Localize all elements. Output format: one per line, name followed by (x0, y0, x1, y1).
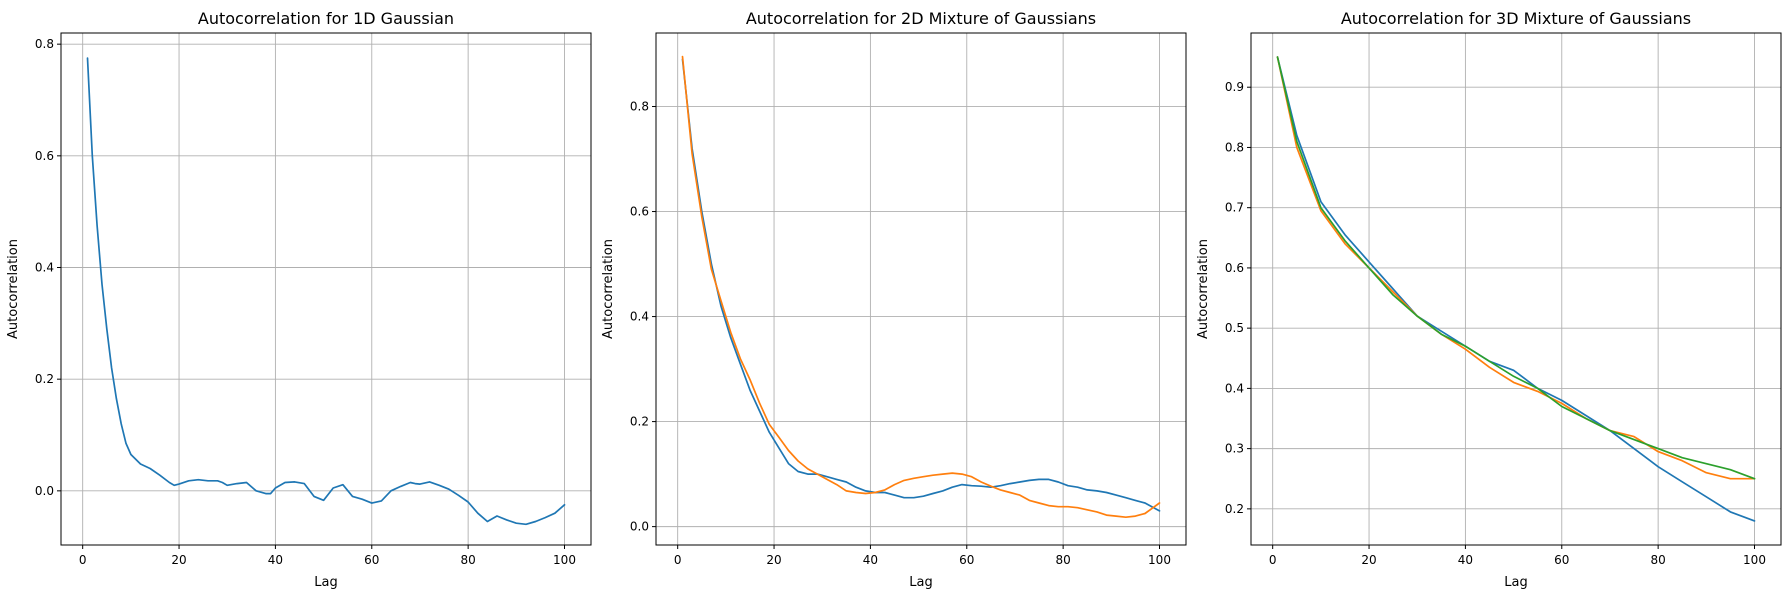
y-tick-label: 0.8 (35, 37, 54, 51)
y-tick-label: 0.8 (630, 100, 649, 114)
y-tick-label: 0.0 (35, 484, 54, 498)
chart-title: Autocorrelation for 1D Gaussian (198, 9, 454, 28)
x-tick-label: 20 (1361, 553, 1376, 567)
x-tick-label: 80 (460, 553, 475, 567)
x-tick-label: 40 (863, 553, 878, 567)
plot-area-frame (655, 32, 1187, 546)
chart-title: Autocorrelation for 2D Mixture of Gaussi… (746, 9, 1096, 28)
x-tick-label: 100 (1743, 553, 1766, 567)
plot-area-frame (60, 32, 592, 546)
x-axis-label: Lag (314, 575, 337, 590)
x-tick-label: 100 (1148, 553, 1171, 567)
y-axis-label: Autocorrelation (6, 239, 21, 339)
y-tick-label: 0.2 (1225, 502, 1244, 516)
y-tick-label: 0.7 (1225, 201, 1244, 215)
x-tick-label: 80 (1650, 553, 1665, 567)
x-tick-label: 40 (268, 553, 283, 567)
y-tick-label: 0.9 (1225, 80, 1244, 94)
x-tick-label: 40 (1458, 553, 1473, 567)
x-tick-label: 0 (1269, 553, 1277, 567)
series-line-2 (1276, 56, 1756, 480)
series-line-3 (1276, 56, 1756, 480)
x-tick-label: 60 (959, 553, 974, 567)
y-tick-label: 0.6 (630, 205, 649, 219)
series-line-2 (681, 55, 1161, 519)
y-tick-label: 0.6 (1225, 261, 1244, 275)
plot-area-frame (1250, 32, 1782, 546)
y-tick-label: 0.0 (630, 520, 649, 534)
y-axis-label: Autocorrelation (1196, 239, 1211, 339)
y-tick-label: 0.2 (630, 415, 649, 429)
x-axis-label: Lag (909, 575, 932, 590)
x-tick-label: 20 (171, 553, 186, 567)
y-tick-label: 0.4 (630, 310, 649, 324)
chart-panel-2: 0 20 40 60 80 100 0.0 0.2 0.4 0.6 0.8 Autocorrelati… (601, 9, 1187, 590)
y-tick-label: 0.5 (1225, 321, 1244, 335)
x-tick-label: 20 (766, 553, 781, 567)
y-tick-label: 0.6 (35, 149, 54, 163)
x-tick-label: 100 (553, 553, 576, 567)
y-tick-label: 0.8 (1225, 140, 1244, 154)
x-tick-label: 80 (1055, 553, 1070, 567)
y-tick-label: 0.4 (35, 261, 54, 275)
x-axis-label: Lag (1504, 575, 1527, 590)
y-axis-label: Autocorrelation (601, 239, 616, 339)
chart-panel-3: 0 20 40 60 80 100 0.2 0.3 0.4 0.5 0.6 0.7 0.8 0.9 Auto… (1196, 9, 1782, 590)
series-line-1 (681, 58, 1161, 512)
chart-panel-1: 0 20 40 60 80 100 0.0 0.2 0.4 0.6 0.8 Autocorrelati… (6, 9, 592, 590)
y-tick-label: 0.4 (1225, 381, 1244, 395)
series-line-1 (86, 57, 566, 526)
chart-title: Autocorrelation for 3D Mixture of Gaussi… (1341, 9, 1691, 28)
y-tick-label: 0.3 (1225, 442, 1244, 456)
x-tick-label: 0 (79, 553, 87, 567)
x-tick-label: 0 (674, 553, 682, 567)
x-tick-label: 60 (1554, 553, 1569, 567)
y-tick-label: 0.2 (35, 372, 54, 386)
series-line-1 (1276, 56, 1756, 522)
x-tick-label: 60 (364, 553, 379, 567)
